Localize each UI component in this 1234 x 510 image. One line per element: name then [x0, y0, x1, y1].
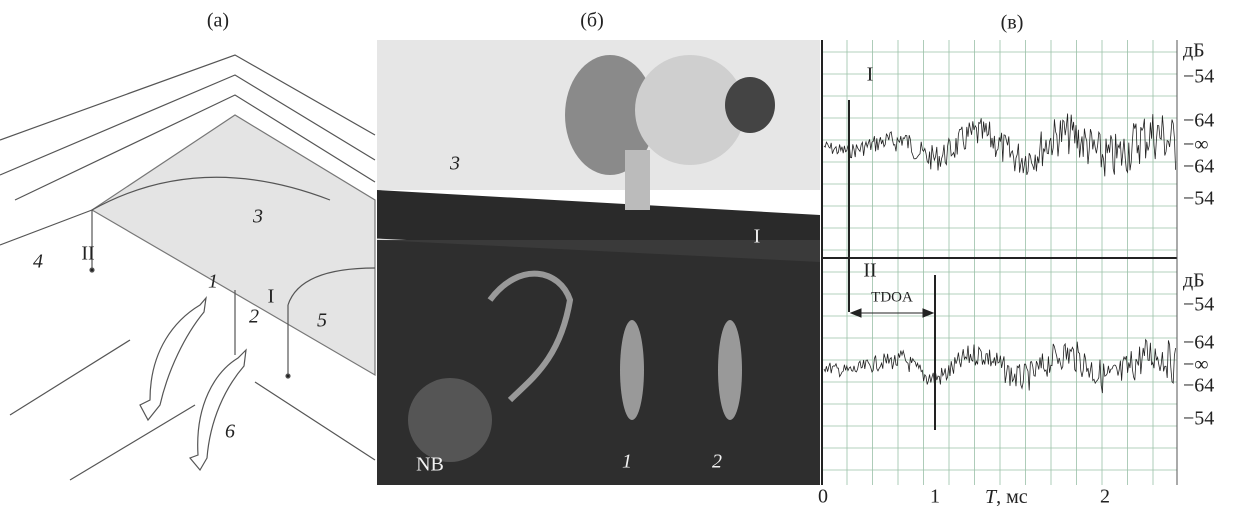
panel-title: (б) [580, 10, 604, 32]
dolphin-label: 1 [622, 451, 632, 473]
y-label: −54 [1183, 66, 1214, 88]
y-label: −64 [1183, 110, 1214, 132]
y-label: −64 [1183, 375, 1214, 397]
y-label: дБ [1183, 40, 1205, 62]
y-label: −54 [1183, 294, 1214, 316]
region-label: 6 [225, 421, 235, 443]
x-label: 0 [818, 486, 828, 508]
x-axis-title: T, мс [985, 486, 1028, 508]
photo [377, 40, 820, 485]
region-label: 4 [33, 251, 43, 273]
panel-title: (а) [207, 10, 229, 32]
y-label: −54 [1183, 188, 1214, 210]
figure: (а) (б) (в) II 4 3 1 2 I 5 6 [0, 0, 1234, 510]
interval-label: TDOA [871, 289, 913, 305]
x-label: 1 [930, 486, 940, 508]
y-label: −64 [1183, 156, 1214, 178]
marker-label: I [867, 64, 874, 86]
x-label: 2 [1100, 486, 1110, 508]
y-label: −∞ [1183, 134, 1209, 156]
marker-label: II [863, 260, 876, 282]
marker-label: I [268, 286, 275, 308]
dolphin-label: 1 [208, 271, 218, 293]
y-label: −54 [1183, 408, 1214, 430]
marker-label: II [81, 243, 94, 265]
panel-title: (в) [1001, 12, 1024, 34]
hydrophone-label: NB [416, 454, 444, 476]
marker-label: I [754, 226, 761, 248]
y-label: дБ [1183, 270, 1205, 292]
dolphin-label: 2 [712, 451, 722, 473]
pool-drawing [0, 55, 375, 480]
dolphin-label: 2 [249, 306, 259, 328]
y-label: −64 [1183, 332, 1214, 354]
axis-unit: , мс [996, 486, 1028, 508]
region-label: 5 [317, 310, 327, 332]
region-label: 3 [449, 153, 460, 175]
y-label: −∞ [1183, 354, 1209, 376]
region-label: 3 [252, 206, 263, 228]
